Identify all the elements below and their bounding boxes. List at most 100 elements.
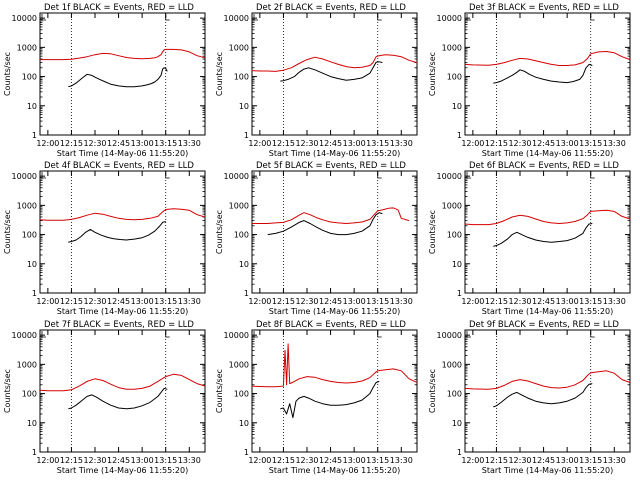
x-tick-label: 12:15	[60, 456, 83, 465]
x-tick-label: 12:30	[295, 297, 318, 306]
chart-title: Det 8f BLACK = Events, RED = LLD	[256, 320, 406, 330]
series-line-lld	[39, 373, 206, 392]
x-tick-label: 12:15	[272, 139, 295, 148]
series-line-lld	[252, 207, 410, 224]
chart-title: Det 5f BLACK = Events, RED = LLD	[256, 161, 406, 171]
x-tick-label: 13:15	[579, 456, 602, 465]
x-tick-label: 13:30	[178, 456, 201, 465]
x-tick-label: 13:15	[579, 297, 602, 306]
y-axis-label: Counts/sec	[215, 369, 224, 413]
x-tick-label: 12:45	[319, 139, 342, 148]
series-line-lld	[464, 209, 631, 226]
y-tick-label: 1	[32, 131, 37, 140]
x-tick-label: 12:45	[532, 297, 555, 306]
y-tick-label: 1	[244, 289, 249, 298]
chart-title: Det 1f BLACK = Events, RED = LLD	[44, 3, 194, 13]
x-tick-label: 12:45	[107, 456, 130, 465]
y-tick-label: 1000	[229, 43, 249, 52]
plot-frame	[39, 329, 206, 453]
x-tick-label: 13:30	[603, 139, 626, 148]
y-tick-label: 100	[447, 390, 462, 399]
plot-frame	[39, 12, 206, 136]
x-tick-label: 12:45	[532, 139, 555, 148]
x-tick-label: 13:30	[603, 456, 626, 465]
detector-panel: Det 5f BLACK = Events, RED = LLD 1 10 100 10…	[215, 161, 418, 316]
x-tick-label: 12:00	[248, 456, 271, 465]
series-line-events	[280, 380, 380, 419]
detector-panel: Det 8f BLACK = Events, RED = LLD 1 10 100 10…	[215, 320, 418, 475]
x-tick-label: 13:00	[556, 456, 579, 465]
x-tick-label: 13:15	[579, 139, 602, 148]
x-tick-label: 13:30	[178, 297, 201, 306]
x-tick-label: 13:00	[343, 456, 366, 465]
x-tick-label: 13:15	[366, 297, 389, 306]
start-bracket-mark	[253, 331, 258, 338]
x-axis-label: Start Time (14-May-06 11:55:20)	[57, 149, 188, 158]
y-tick-label: 100	[22, 73, 37, 82]
x-tick-label: 13:00	[131, 297, 154, 306]
y-tick-label: 10000	[437, 14, 462, 23]
y-tick-label: 10000	[12, 14, 37, 23]
x-axis-label: Start Time (14-May-06 11:55:20)	[57, 307, 188, 316]
y-tick-label: 10	[27, 260, 37, 269]
x-tick-label: 13:00	[131, 456, 154, 465]
y-tick-label: 10	[452, 419, 462, 428]
x-tick-label: 13:15	[154, 297, 177, 306]
x-tick-label: 12:15	[485, 139, 508, 148]
detector-panel: Det 9f BLACK = Events, RED = LLD 1 10 100 10…	[428, 320, 631, 475]
x-tick-label: 13:00	[556, 297, 579, 306]
x-axis-label: Start Time (14-May-06 11:55:20)	[482, 466, 613, 475]
y-tick-label: 10000	[224, 172, 249, 181]
y-tick-label: 1000	[17, 360, 37, 369]
y-tick-label: 1	[32, 448, 37, 457]
series-line-events	[493, 383, 593, 408]
end-bracket-mark	[165, 14, 170, 21]
y-tick-label: 10000	[437, 172, 462, 181]
y-tick-label: 100	[22, 390, 37, 399]
series-line-events	[68, 221, 166, 243]
y-tick-label: 1000	[442, 201, 462, 210]
y-tick-label: 1000	[229, 201, 249, 210]
x-tick-label: 12:00	[461, 456, 484, 465]
start-bracket-mark	[41, 172, 46, 179]
plot-frame	[251, 329, 418, 453]
detector-panel: Det 4f BLACK = Events, RED = LLD 1 10 100 10…	[3, 161, 206, 316]
x-axis-label: Start Time (14-May-06 11:55:20)	[57, 466, 188, 475]
x-tick-label: 13:15	[154, 456, 177, 465]
y-tick-label: 100	[234, 73, 249, 82]
y-tick-label: 1000	[17, 201, 37, 210]
start-bracket-mark	[466, 172, 471, 179]
y-tick-label: 100	[447, 73, 462, 82]
y-tick-label: 1000	[442, 43, 462, 52]
x-tick-label: 12:30	[508, 139, 531, 148]
x-tick-label: 12:45	[107, 139, 130, 148]
end-bracket-mark	[165, 172, 170, 179]
series-line-events	[68, 67, 168, 88]
x-tick-label: 12:15	[272, 456, 295, 465]
x-tick-label: 13:30	[603, 297, 626, 306]
x-tick-label: 12:45	[319, 297, 342, 306]
y-tick-label: 10000	[12, 172, 37, 181]
series-line-events	[267, 212, 383, 236]
y-tick-label: 10000	[224, 14, 249, 23]
y-tick-label: 100	[234, 390, 249, 399]
x-tick-label: 13:30	[178, 139, 201, 148]
x-tick-label: 12:15	[60, 139, 83, 148]
y-tick-label: 10000	[12, 331, 37, 340]
x-tick-label: 13:30	[390, 456, 413, 465]
x-tick-label: 13:00	[343, 297, 366, 306]
start-bracket-mark	[253, 14, 258, 21]
x-tick-label: 13:30	[390, 139, 413, 148]
x-tick-label: 13:15	[366, 139, 389, 148]
x-axis-label: Start Time (14-May-06 11:55:20)	[269, 466, 400, 475]
plot-frame	[251, 12, 418, 136]
x-tick-label: 12:15	[485, 297, 508, 306]
x-tick-label: 12:30	[83, 456, 106, 465]
x-tick-label: 13:15	[154, 139, 177, 148]
y-tick-label: 10	[27, 419, 37, 428]
plot-frame	[464, 170, 631, 294]
end-bracket-mark	[377, 172, 382, 179]
y-axis-label: Counts/sec	[428, 210, 437, 254]
y-tick-label: 10	[239, 102, 249, 111]
x-tick-label: 13:15	[366, 456, 389, 465]
